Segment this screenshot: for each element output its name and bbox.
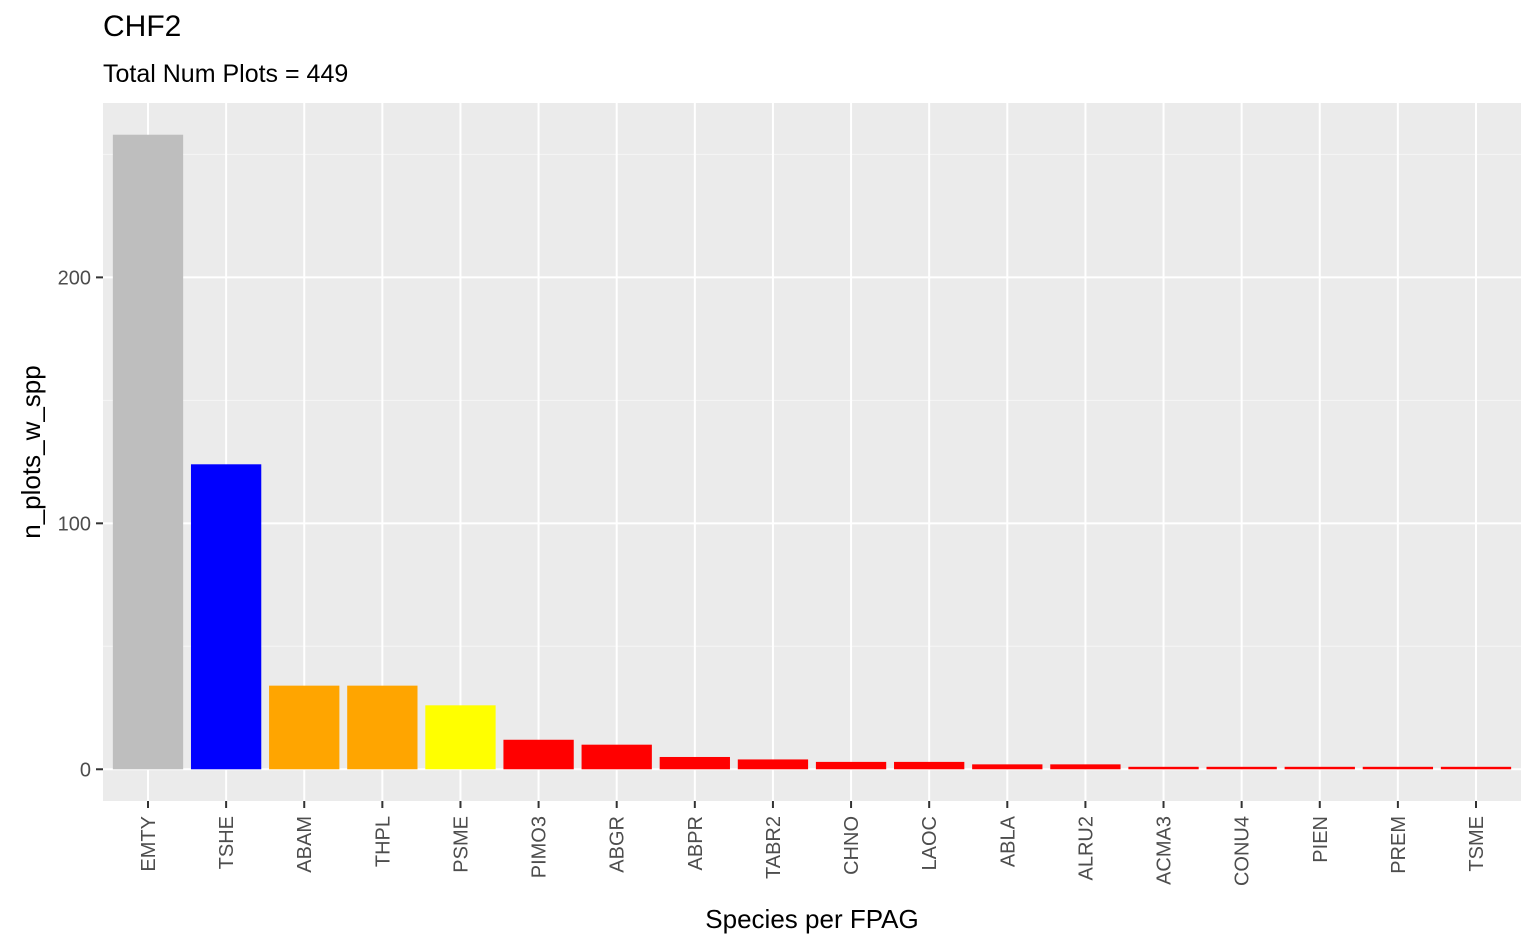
bar-pien — [1284, 766, 1355, 770]
x-tick-label: ABGR — [607, 816, 629, 873]
plot-panel — [103, 103, 1521, 801]
x-tick-label: TSME — [1466, 816, 1488, 872]
bar-abam — [269, 685, 340, 770]
bar-thpl — [347, 685, 418, 770]
bar-alru2 — [1050, 764, 1121, 770]
bar-emty — [112, 134, 184, 770]
bar-abgr — [581, 744, 652, 770]
chart-subtitle: Total Num Plots = 449 — [103, 60, 349, 88]
x-tick-label: PIMO3 — [529, 816, 551, 878]
x-tick-label: ACMA3 — [1154, 816, 1176, 885]
bar-psme — [425, 705, 496, 770]
x-tick-label: CHNO — [841, 816, 863, 875]
bar-tabr2 — [737, 759, 809, 770]
y-tick-label: 200 — [58, 267, 91, 289]
bar-pimo3 — [503, 739, 574, 770]
x-tick-label: TABR2 — [763, 816, 785, 879]
y-tick-label: 100 — [58, 513, 91, 535]
bar-acma3 — [1128, 766, 1199, 770]
y-axis-title: n_plots_w_spp — [16, 365, 46, 538]
bar-tshe — [190, 464, 262, 770]
bar-tsme — [1440, 766, 1512, 770]
x-axis: EMTY TSHE ABAM THPL PSME PIMO3 ABGR ABPR TABR2 CH… — [138, 801, 1488, 886]
x-tick-label: LAOC — [919, 816, 941, 870]
x-tick-label: THPL — [372, 816, 394, 867]
x-tick-label: TSHE — [216, 816, 238, 869]
chart-title: CHF2 — [103, 10, 182, 43]
y-axis: 0 100 200 — [58, 267, 103, 781]
x-tick-label: PREM — [1388, 816, 1410, 874]
bar-prem — [1362, 766, 1434, 770]
x-tick-label: ABAM — [294, 816, 316, 873]
bars — [112, 134, 1512, 770]
bar-abpr — [659, 756, 730, 770]
bar-conu4 — [1206, 766, 1277, 770]
bar-abla — [972, 764, 1043, 770]
x-tick-label: EMTY — [138, 816, 160, 872]
x-tick-label: ABLA — [997, 815, 1019, 867]
x-tick-label: PIEN — [1310, 816, 1332, 863]
grid-minor — [103, 153, 1521, 647]
x-tick-label: ABPR — [685, 816, 707, 870]
bar-chno — [815, 761, 887, 770]
x-axis-title: Species per FPAG — [705, 904, 918, 934]
x-tick-label: ALRU2 — [1075, 816, 1097, 880]
x-tick-label: CONU4 — [1232, 816, 1254, 886]
x-tick-label: PSME — [450, 816, 472, 873]
y-tick-label: 0 — [80, 759, 91, 781]
bar-laoc — [894, 761, 965, 770]
